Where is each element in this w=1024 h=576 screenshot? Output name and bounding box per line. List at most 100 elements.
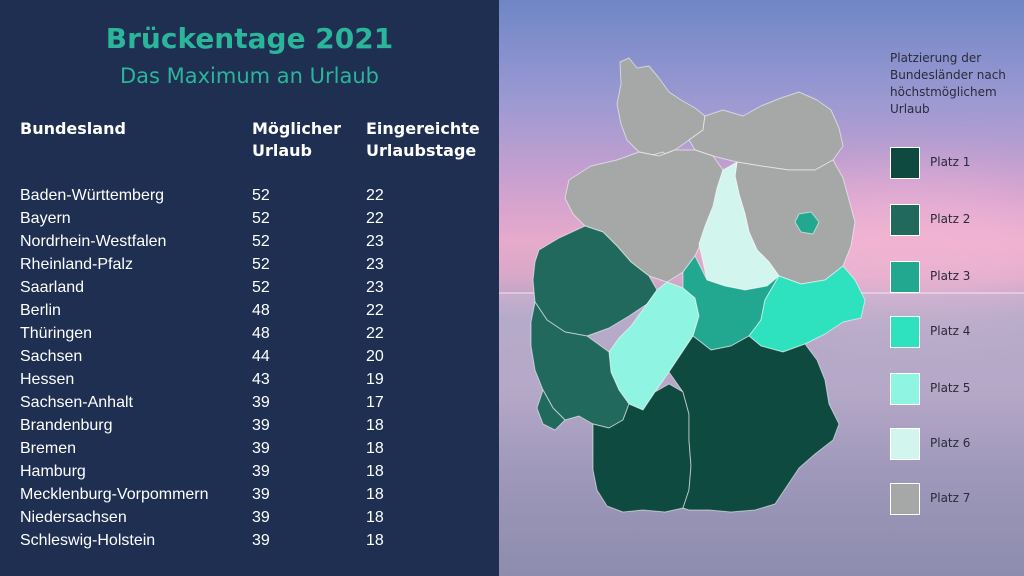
cell-bundesland: Hessen [20, 371, 75, 388]
cell-eingereicht: 18 [366, 440, 384, 457]
cell-eingereicht: 18 [366, 417, 384, 434]
table-row: Thüringen 48 22 [0, 322, 499, 345]
table-row: Hamburg 39 18 [0, 460, 499, 483]
legend-swatch [890, 147, 920, 179]
state-bayern [668, 335, 840, 513]
cell-eingereicht: 19 [366, 371, 384, 388]
table-row: Schleswig-Holstein 39 18 [0, 529, 499, 552]
cell-bundesland: Bayern [20, 210, 71, 227]
header-eingereichte-line2: Urlaubstage [366, 141, 477, 160]
cell-bundesland: Nordrhein-Westfalen [20, 233, 167, 250]
table-row: Niedersachsen 39 18 [0, 506, 499, 529]
table-row: Sachsen 44 20 [0, 345, 499, 368]
cell-eingereicht: 22 [366, 302, 384, 319]
legend-swatch [890, 316, 920, 348]
cell-eingereicht: 22 [366, 187, 384, 204]
legend-label: Platz 5 [930, 381, 971, 395]
cell-bundesland: Baden-Württemberg [20, 187, 165, 204]
left-panel: Brückentage 2021 Das Maximum an Urlaub B… [0, 0, 499, 576]
cell-bundesland: Mecklenburg-Vorpommern [20, 486, 209, 503]
legend-item-platz-6: Platz 6 [890, 428, 1020, 460]
cell-bundesland: Rheinland-Pfalz [20, 256, 133, 273]
cell-moeglich: 39 [252, 532, 270, 549]
cell-moeglich: 39 [252, 509, 270, 526]
legend-swatch [890, 483, 920, 515]
cell-moeglich: 48 [252, 325, 270, 342]
legend-label: Platz 6 [930, 436, 971, 450]
cell-bundesland: Saarland [20, 279, 85, 296]
cell-moeglich: 52 [252, 256, 270, 273]
header-eingereichte-line1: Eingereichte [366, 119, 480, 138]
cell-eingereicht: 18 [366, 486, 384, 503]
table-row: Bayern 52 22 [0, 207, 499, 230]
table-row: Sachsen-Anhalt 39 17 [0, 391, 499, 414]
header-moeglicher-urlaub: Möglicher Urlaub [252, 118, 352, 162]
table-body: Baden-Württemberg 52 22 Bayern 52 22 Nordrhe… [0, 184, 499, 552]
cell-moeglich: 52 [252, 210, 270, 227]
table-row: Bremen 39 18 [0, 437, 499, 460]
cell-bundesland: Hamburg [20, 463, 86, 480]
cell-eingereicht: 23 [366, 279, 384, 296]
state-nordrhein-westfalen [532, 225, 658, 337]
table-row: Nordrhein-Westfalen 52 23 [0, 230, 499, 253]
table-row: Berlin 48 22 [0, 299, 499, 322]
page-title: Brückentage 2021 [105, 22, 394, 55]
cell-bundesland: Niedersachsen [20, 509, 127, 526]
state-saarland [536, 389, 566, 431]
cell-eingereicht: 17 [366, 394, 384, 411]
legend-label: Platz 3 [930, 269, 971, 283]
cell-moeglich: 39 [252, 417, 270, 434]
cell-moeglich: 43 [252, 371, 270, 388]
cell-moeglich: 39 [252, 486, 270, 503]
legend-item-platz-3: Platz 3 [890, 261, 1020, 293]
cell-eingereicht: 18 [366, 463, 384, 480]
legend-item-platz-5: Platz 5 [890, 373, 1020, 405]
cell-eingereicht: 18 [366, 509, 384, 526]
table-row: Rheinland-Pfalz 52 23 [0, 253, 499, 276]
cell-bundesland: Bremen [20, 440, 77, 457]
table-row: Brandenburg 39 18 [0, 414, 499, 437]
legend-label: Platz 4 [930, 324, 971, 338]
header-bundesland: Bundesland [20, 119, 126, 138]
legend-item-platz-7: Platz 7 [890, 483, 1020, 515]
cell-moeglich: 52 [252, 233, 270, 250]
cell-eingereicht: 22 [366, 210, 384, 227]
state-berlin [794, 211, 820, 235]
header-moeglicher-line1: Möglicher [252, 119, 341, 138]
cell-moeglich: 39 [252, 394, 270, 411]
legend-swatch [890, 261, 920, 293]
legend-swatch [890, 204, 920, 236]
table-row: Hessen 43 19 [0, 368, 499, 391]
table-row: Baden-Württemberg 52 22 [0, 184, 499, 207]
legend-item-platz-4: Platz 4 [890, 316, 1020, 348]
legend-swatch [890, 373, 920, 405]
map-panel [499, 0, 1024, 576]
legend-swatch [890, 428, 920, 460]
germany-map [530, 57, 866, 513]
state-sachsen [748, 265, 866, 353]
legend-label: Platz 2 [930, 212, 971, 226]
table-row: Saarland 52 23 [0, 276, 499, 299]
cell-bundesland: Sachsen-Anhalt [20, 394, 133, 411]
cell-moeglich: 39 [252, 440, 270, 457]
legend-item-platz-1: Platz 1 [890, 147, 1020, 179]
legend-label: Platz 7 [930, 491, 971, 505]
header-moeglicher-line2: Urlaub [252, 141, 313, 160]
cell-bundesland: Thüringen [20, 325, 93, 342]
table-row: Mecklenburg-Vorpommern 39 18 [0, 483, 499, 506]
cell-bundesland: Schleswig-Holstein [20, 532, 156, 549]
legend-label: Platz 1 [930, 155, 971, 169]
cell-eingereicht: 22 [366, 325, 384, 342]
cell-moeglich: 52 [252, 187, 270, 204]
header-eingereichte-urlaubstage: Eingereichte Urlaubstage [366, 118, 491, 162]
state-hessen [608, 281, 700, 411]
legend-title: Platzierung der Bundesländer nach höchst… [890, 51, 1006, 116]
cell-bundesland: Brandenburg [20, 417, 113, 434]
cell-bundesland: Berlin [20, 302, 61, 319]
cell-bundesland: Sachsen [20, 348, 83, 365]
cell-moeglich: 44 [252, 348, 270, 365]
legend-item-platz-2: Platz 2 [890, 204, 1020, 236]
page-subtitle: Das Maximum an Urlaub [119, 64, 379, 88]
cell-moeglich: 48 [252, 302, 270, 319]
cell-eingereicht: 20 [366, 348, 384, 365]
